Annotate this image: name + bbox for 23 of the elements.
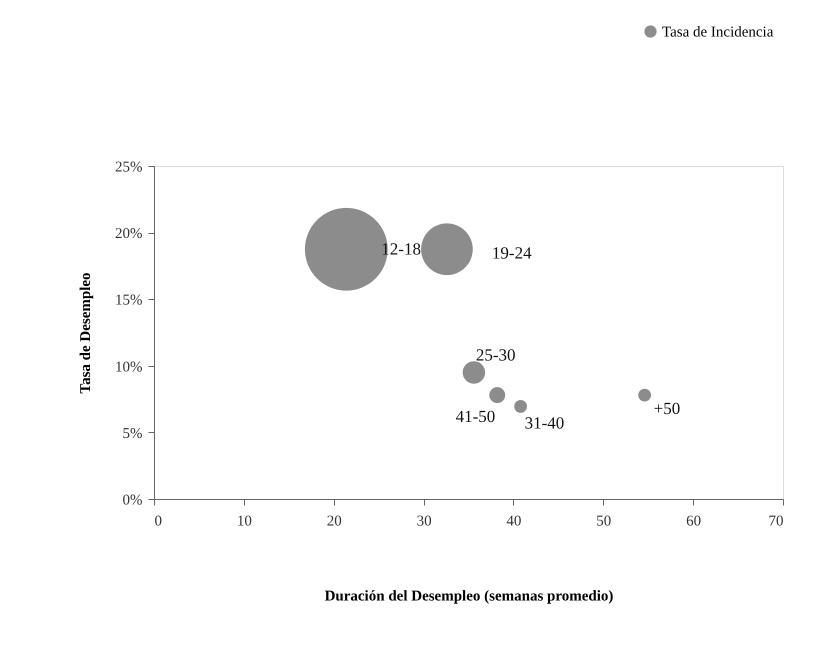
x-tick-label: 60	[686, 514, 702, 530]
x-tick-label: 10	[236, 514, 252, 530]
x-tick-label: 50	[596, 514, 612, 530]
annotation: 19-24	[492, 243, 532, 262]
x-axis-title: Duración del Desempleo (semanas promedio)	[324, 588, 614, 604]
annotation: +50	[654, 399, 680, 418]
x-tick-label: 30	[416, 514, 432, 530]
y-tick-label: 15%	[115, 292, 142, 309]
annotation: 12-18	[381, 239, 421, 258]
y-tick-label: 10%	[115, 359, 142, 376]
x-tick-label: 70	[768, 514, 784, 530]
annotation: 41-50	[456, 407, 496, 426]
x-tick-label: 20	[326, 514, 342, 530]
y-tick-label: 0%	[122, 492, 142, 508]
y-tick-label: 20%	[115, 226, 142, 242]
y-axis-title: Tasa de Desempleo	[78, 272, 94, 394]
y-tick-label: 5%	[122, 426, 142, 442]
legend-label: Tasa de Incidencia	[662, 24, 774, 40]
annotation: 31-40	[524, 413, 564, 432]
x-tick-label: 40	[506, 514, 522, 530]
x-tick-label: 0	[154, 514, 162, 530]
y-tick-label: 25%	[115, 160, 142, 176]
annotation: 25-30	[476, 345, 516, 364]
